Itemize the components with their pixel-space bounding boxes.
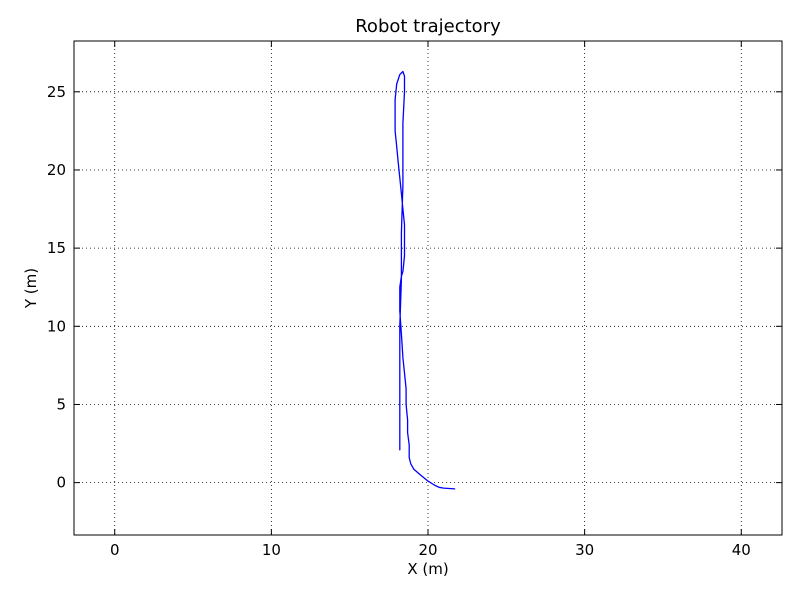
x-tick-label: 0 <box>110 541 120 559</box>
y-tick-label: 10 <box>47 317 66 335</box>
y-tick-label: 20 <box>47 161 66 179</box>
y-tick-label: 25 <box>47 83 66 101</box>
y-tick-label: 15 <box>47 239 66 257</box>
chart-title: Robot trajectory <box>355 16 501 37</box>
x-tick-label: 40 <box>732 541 751 559</box>
trajectory-line <box>394 70 456 490</box>
plot-frame <box>73 40 783 536</box>
tick-layer: 0 10 20 30 40 0 5 10 15 20 25 <box>47 41 782 559</box>
y-tick-label: 0 <box>56 474 66 492</box>
y-tick-label: 5 <box>56 395 66 413</box>
x-tick-label: 20 <box>418 541 437 559</box>
x-tick-label: 30 <box>575 541 594 559</box>
grid-layer <box>74 41 782 535</box>
y-axis-label: Y (m) <box>22 268 40 309</box>
x-axis-label: X (m) <box>407 560 448 578</box>
x-tick-label: 10 <box>262 541 281 559</box>
series-layer <box>394 70 456 490</box>
